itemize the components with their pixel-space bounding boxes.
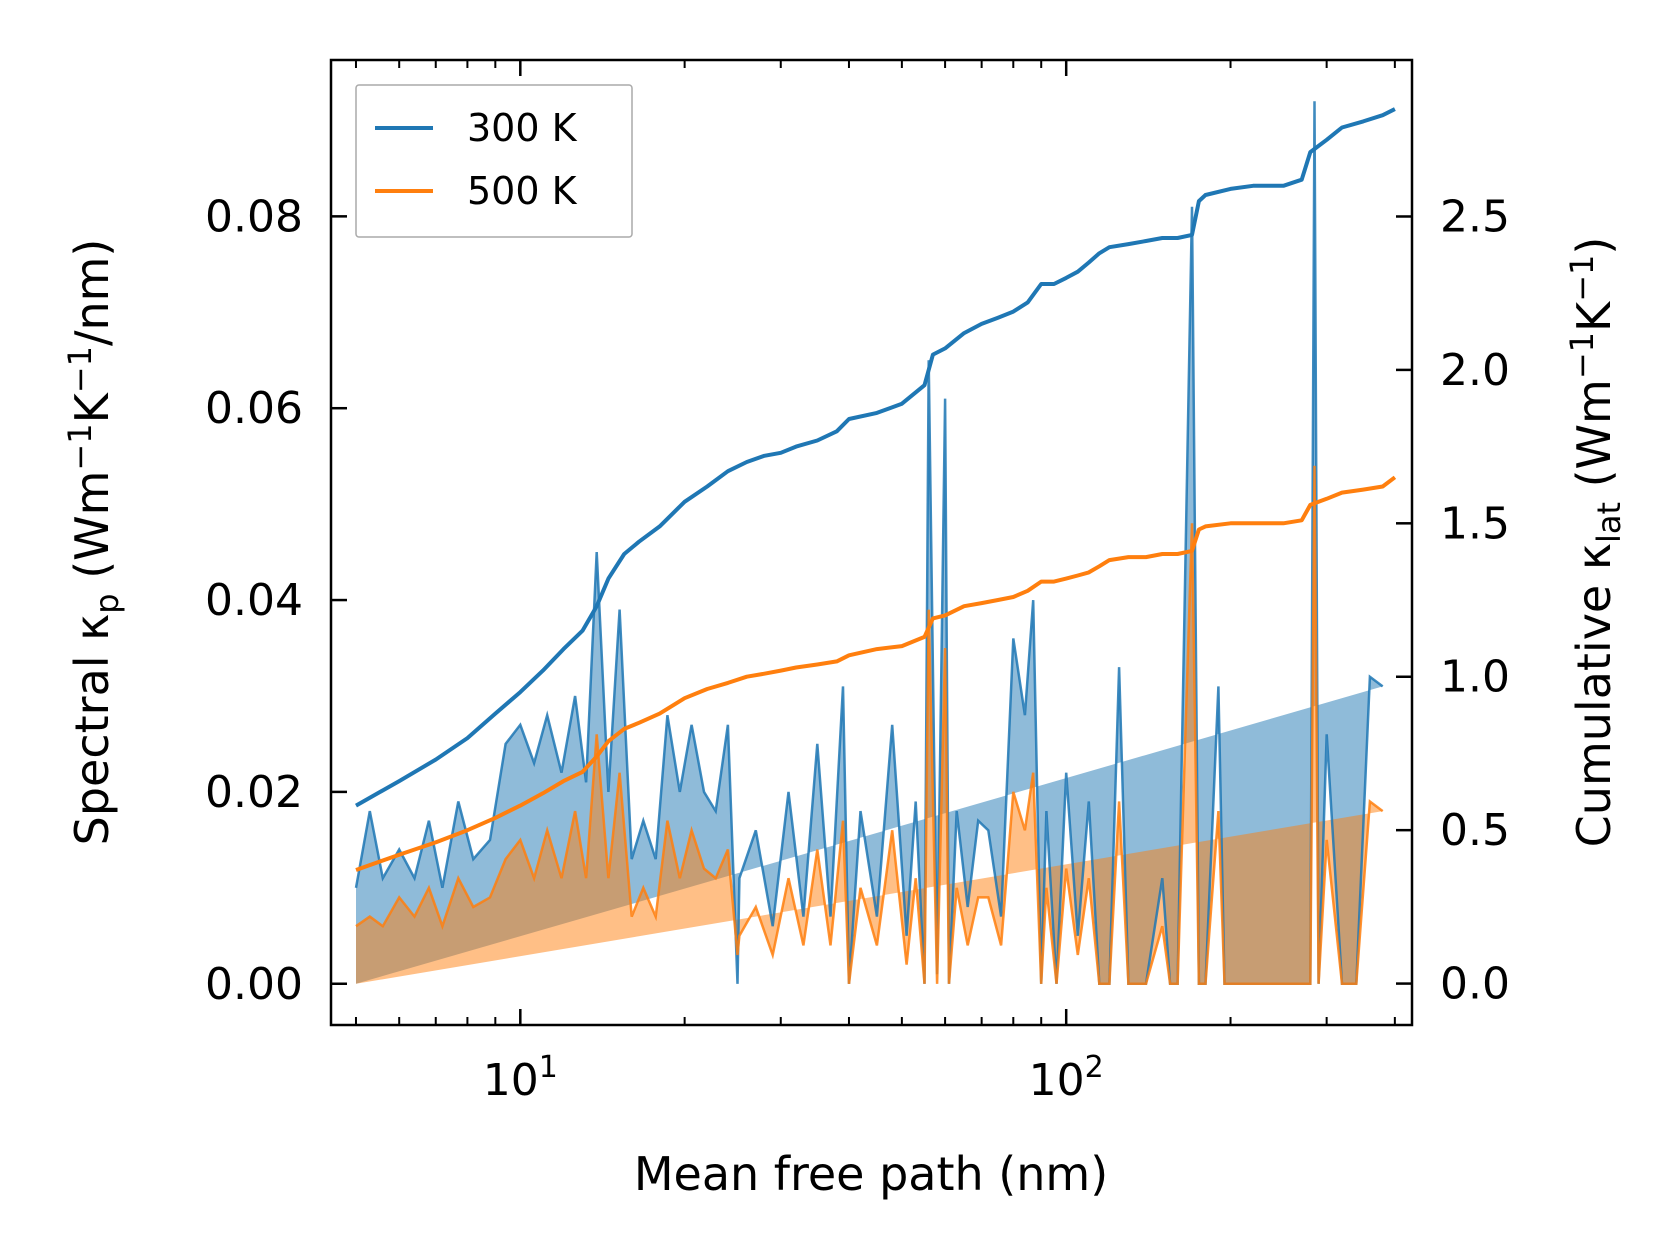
y-right-tick-label: 2.5 [1440, 191, 1510, 242]
y-left-label-mid: K [65, 391, 119, 423]
y-right-tick-label: 0.0 [1440, 959, 1510, 1010]
y-left-tick-label: 0.02 [205, 767, 303, 818]
series-lines [354, 101, 1397, 986]
spectral-fills [356, 101, 1383, 984]
x-tick-label: 102 [1029, 1050, 1104, 1106]
axis-ticks: 0.00 0.02 0.04 0.06 0.08 0.0 0.5 1.0 1.5 2.0 2.5 10… [205, 60, 1510, 1106]
y-right-label-units-open: (Wm [1567, 379, 1621, 502]
y-right-label-units-close: ) [1567, 237, 1621, 255]
spectral-300-line [354, 101, 1384, 986]
y-right-label-sup1: −1 [1563, 332, 1601, 379]
y-left-label-units-open: (Wm [65, 471, 119, 594]
x-axis-label: Mean free path (nm) [634, 1147, 1108, 1201]
y-right-label-mid: K [1567, 300, 1621, 332]
cumulative-500-line [355, 475, 1397, 872]
y-right-tick-label: 0.5 [1440, 805, 1510, 856]
spectral-500-line [355, 465, 1384, 986]
y-left-tick-label: 0.06 [205, 383, 303, 434]
y-right-label-prefix: Cumulative κ [1567, 543, 1621, 847]
y-left-label-units-close: /nm) [65, 239, 119, 346]
spectral-300-fill [356, 101, 1383, 984]
y-right-label-sub: lat [1590, 502, 1628, 543]
y-right-tick-label: 1.5 [1440, 498, 1510, 549]
cumulative-300-line [355, 107, 1396, 808]
y-left-tick-label: 0.08 [205, 191, 303, 242]
y-left-label-sup1: −1 [61, 423, 99, 470]
legend: 300 K 500 K [355, 84, 633, 238]
y-left-label: Spectral κp (Wm−1K−1/nm) [61, 239, 126, 846]
y-right-tick-label: 2.0 [1440, 345, 1510, 396]
legend-label-300: 300 K [467, 106, 578, 150]
y-right-label: Cumulative κlat (Wm−1K−1) [1563, 237, 1628, 848]
y-left-tick-label: 0.04 [205, 575, 303, 626]
plot-frame [329, 58, 1414, 1027]
x-tick-label: 101 [483, 1050, 558, 1106]
y-left-label-sub: p [88, 593, 126, 613]
legend-label-500: 500 K [467, 169, 578, 213]
y-right-tick-label: 1.0 [1440, 652, 1510, 703]
y-right-label-sup2: −1 [1563, 255, 1601, 302]
plot-area [354, 101, 1397, 986]
y-left-label-prefix: Spectral κ [65, 614, 119, 846]
spectral-500-fill [356, 465, 1383, 984]
y-left-tick-label: 0.00 [205, 959, 303, 1010]
legend-box [355, 84, 633, 238]
y-left-label-sup2: −1 [61, 346, 99, 393]
